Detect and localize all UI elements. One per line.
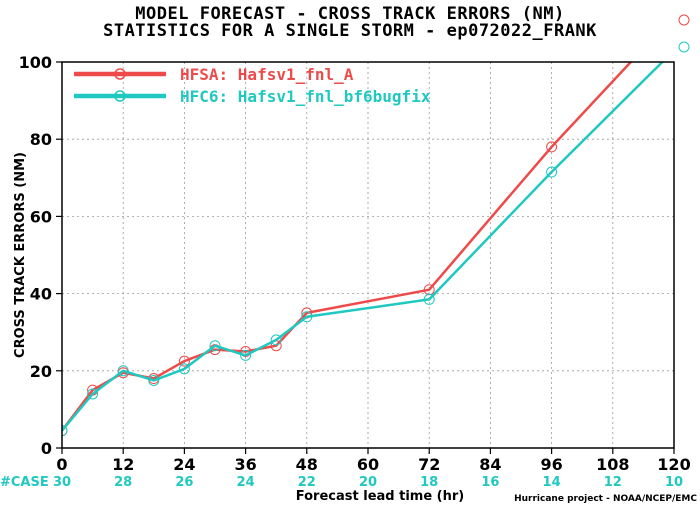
data-point-hfc6 [270, 334, 282, 346]
data-point-hfc6 [546, 166, 558, 178]
case-count: 30 [53, 475, 71, 490]
data-point-hfc6 [423, 293, 435, 305]
series-layer [62, 62, 665, 437]
case-count: 20 [359, 475, 377, 490]
case-row-label: #CASE [0, 475, 49, 490]
series-line-hfc6 [62, 62, 665, 432]
data-point-hfc6 [209, 340, 221, 352]
y-tick-label: 20 [30, 362, 52, 381]
case-count: 14 [543, 475, 561, 490]
case-count: 28 [114, 475, 132, 490]
y-axis-label: CROSS TRACK ERRORS (NM) [13, 152, 28, 358]
x-tick-label: 0 [56, 455, 67, 474]
x-tick-label: 96 [540, 455, 562, 474]
chart-title-line2: STATISTICS FOR A SINGLE STORM - ep072022… [103, 21, 597, 41]
case-count: 24 [237, 475, 255, 490]
axes: 0 12 24 36 48 60 72 84 96 108 120020406080100#CASE… [0, 53, 697, 504]
plot-frame [61, 61, 675, 449]
y-tick-label: 40 [30, 285, 52, 304]
offscale-markers [678, 14, 690, 53]
legend-marker-hfsa [114, 68, 126, 80]
x-tick-label: 84 [479, 455, 501, 474]
data-point-hfsa [178, 355, 190, 367]
data-point-hfc6 [240, 349, 252, 361]
x-tick-label: 48 [296, 455, 318, 474]
offscale-point-hfsa [678, 14, 690, 26]
x-tick-label: 60 [357, 455, 379, 474]
x-tick-label: 12 [112, 455, 134, 474]
case-count: 12 [604, 475, 622, 490]
credit-text: Hurricane project - NOAA/NCEP/EMC [514, 494, 697, 504]
x-tick-label: 24 [173, 455, 195, 474]
legend-label-hfc6: HFC6: Hafsv1_fnl_bf6bugfix [180, 87, 431, 106]
grid [62, 62, 674, 448]
case-count: 22 [298, 475, 316, 490]
x-tick-label: 72 [418, 455, 440, 474]
y-tick-label: 100 [19, 53, 52, 72]
y-tick-label: 80 [30, 130, 52, 149]
case-count: 16 [481, 475, 499, 490]
case-count: 18 [420, 475, 438, 490]
x-tick-label: 108 [596, 455, 629, 474]
chart-title-line1: MODEL FORECAST - CROSS TRACK ERRORS (NM) [135, 4, 565, 24]
case-count: 10 [665, 475, 683, 490]
data-point-hfc6 [148, 374, 160, 386]
legend: HFSA: Hafsv1_fnl_A HFC6: Hafsv1_fnl_bf6bu… [74, 65, 431, 106]
offscale-point-hfc6 [678, 41, 690, 53]
data-point-hfc6 [87, 388, 99, 400]
x-tick-label: 36 [234, 455, 256, 474]
y-tick-label: 0 [41, 439, 52, 458]
x-axis-label: Forecast lead time (hr) [296, 489, 464, 504]
data-point-hfc6 [117, 365, 129, 377]
case-count: 26 [175, 475, 193, 490]
data-point-hfc6 [301, 311, 313, 323]
legend-label-hfsa: HFSA: Hafsv1_fnl_A [180, 65, 354, 84]
x-tick-label: 120 [657, 455, 690, 474]
data-point-hfc6 [62, 425, 68, 437]
data-point-hfsa [546, 141, 558, 153]
y-tick-label: 60 [30, 207, 52, 226]
legend-marker-hfc6 [114, 90, 126, 102]
data-point-hfc6 [178, 363, 190, 375]
